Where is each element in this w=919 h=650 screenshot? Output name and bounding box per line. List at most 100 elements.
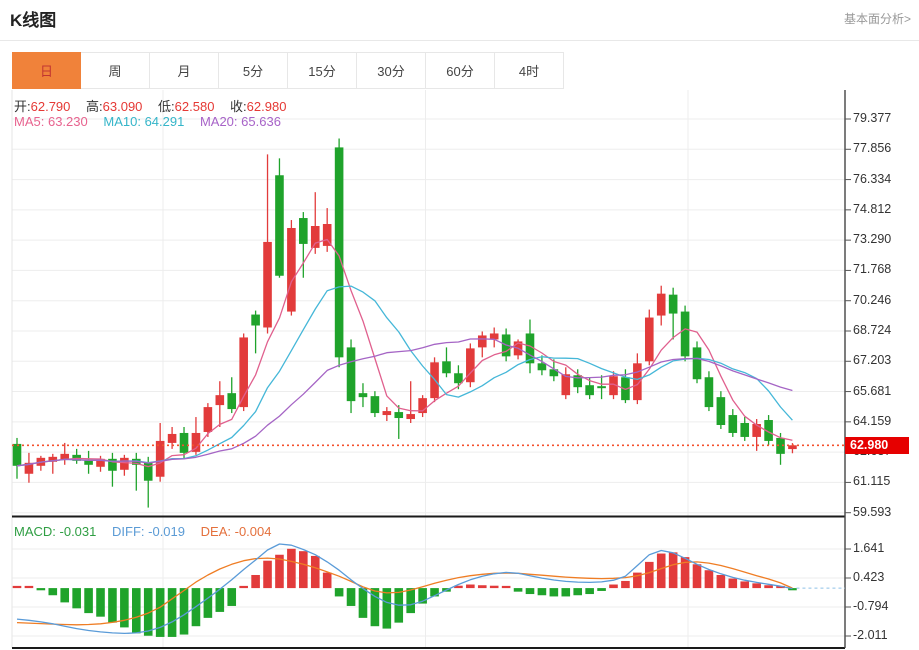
macd-bar bbox=[704, 570, 714, 589]
candle-body bbox=[466, 348, 475, 383]
high-label: 高: bbox=[86, 99, 103, 114]
macd-y-label: 1.641 bbox=[853, 541, 885, 555]
candle-body bbox=[310, 226, 320, 248]
macd-bar bbox=[143, 588, 153, 636]
candle-body bbox=[251, 314, 260, 326]
macd-bar bbox=[621, 580, 630, 589]
close-value: 62.980 bbox=[246, 99, 287, 114]
macd-bar bbox=[740, 581, 750, 589]
macd-bar bbox=[728, 578, 738, 589]
macd-y-label: -0.794 bbox=[853, 599, 889, 613]
candle-body bbox=[322, 224, 332, 246]
macd-bar bbox=[585, 588, 594, 595]
candle-body bbox=[549, 369, 559, 377]
fundamental-analysis-link[interactable]: 基本面分析> bbox=[843, 12, 911, 26]
macd-label: MACD: bbox=[14, 524, 56, 539]
macd-bar bbox=[501, 585, 511, 589]
macd-bar bbox=[287, 548, 296, 589]
candle-body bbox=[179, 432, 189, 453]
tab-5分[interactable]: 5分 bbox=[219, 52, 288, 89]
dea-label: DEA: bbox=[200, 524, 231, 539]
candle-body bbox=[418, 398, 427, 414]
macd-bar bbox=[788, 588, 797, 591]
macd-bar bbox=[263, 560, 272, 589]
main-y-label: 65.681 bbox=[853, 383, 892, 398]
candle-body bbox=[764, 420, 773, 441]
tab-周[interactable]: 周 bbox=[81, 52, 150, 89]
tab-15分[interactable]: 15分 bbox=[288, 52, 357, 89]
macd-bar bbox=[239, 585, 248, 589]
candle-body bbox=[609, 376, 618, 396]
current-price-tag: 62.980 bbox=[845, 436, 909, 454]
main-y-label: 79.377 bbox=[853, 111, 892, 125]
macd-bar bbox=[275, 554, 284, 589]
macd-bar bbox=[155, 588, 165, 637]
candle-body bbox=[716, 397, 726, 426]
macd-bar bbox=[227, 588, 237, 606]
candle-body bbox=[585, 385, 594, 396]
candle-body bbox=[60, 453, 70, 460]
ma20-value: 65.636 bbox=[241, 114, 281, 129]
macd-bar bbox=[346, 588, 356, 606]
candle-body bbox=[191, 432, 201, 452]
candle-body bbox=[299, 218, 308, 244]
main-y-label: 76.334 bbox=[853, 171, 892, 186]
macd-bar bbox=[84, 588, 93, 614]
candle-body bbox=[227, 393, 237, 410]
candle-body bbox=[382, 411, 392, 416]
main-y-label: 71.768 bbox=[853, 262, 892, 277]
candle-body bbox=[776, 437, 785, 454]
macd-bar bbox=[525, 588, 535, 595]
candle-body bbox=[406, 414, 415, 420]
tab-60分[interactable]: 60分 bbox=[426, 52, 495, 89]
candle-body bbox=[167, 433, 177, 443]
tab-30分[interactable]: 30分 bbox=[357, 52, 426, 89]
quote-row: 开:62.790 高:63.090 低:62.580 收:62.980 bbox=[14, 96, 286, 115]
tab-4时[interactable]: 4时 bbox=[495, 52, 564, 89]
macd-row: MACD: -0.031 DIFF: -0.019 DEA: -0.004 bbox=[14, 524, 271, 539]
tab-月[interactable]: 月 bbox=[150, 52, 219, 89]
candle-body bbox=[680, 311, 690, 357]
candle-body bbox=[704, 377, 714, 408]
macd-bar bbox=[251, 574, 260, 589]
macd-bar bbox=[656, 553, 666, 589]
macd-bar bbox=[310, 555, 320, 589]
macd-bar bbox=[406, 588, 415, 614]
macd-bar bbox=[537, 588, 547, 596]
dea-value: -0.004 bbox=[234, 524, 272, 539]
macd-bar bbox=[108, 588, 117, 623]
close-label: 收: bbox=[230, 99, 247, 114]
macd-y-label: 0.423 bbox=[853, 570, 885, 584]
candle-body bbox=[48, 456, 58, 462]
macd-bar bbox=[573, 588, 583, 596]
macd-bar bbox=[36, 588, 46, 591]
dea-line bbox=[16, 557, 793, 626]
candle-body bbox=[633, 363, 642, 401]
macd-bar bbox=[179, 588, 189, 635]
candle-body bbox=[752, 424, 761, 437]
candle-body bbox=[84, 459, 93, 465]
candle-body bbox=[239, 337, 248, 408]
tab-日[interactable]: 日 bbox=[12, 52, 81, 89]
macd-bar bbox=[167, 588, 177, 637]
low-value: 62.580 bbox=[174, 99, 215, 114]
macd-bar bbox=[60, 588, 70, 603]
diff-line bbox=[16, 543, 793, 635]
candle-body bbox=[358, 393, 368, 398]
main-y-label: 73.290 bbox=[853, 232, 892, 247]
ma5-line bbox=[16, 238, 793, 468]
macd-bar bbox=[644, 561, 654, 589]
candle-body bbox=[692, 347, 702, 380]
macd-bar bbox=[609, 584, 618, 589]
candle-body bbox=[621, 377, 630, 401]
main-y-label: 77.856 bbox=[853, 141, 892, 156]
macd-bar bbox=[12, 585, 22, 589]
candle-body bbox=[275, 175, 284, 276]
candle-body bbox=[155, 440, 165, 477]
main-y-label: 59.593 bbox=[853, 504, 892, 519]
candle-body bbox=[597, 386, 606, 389]
candle-body bbox=[215, 395, 225, 406]
macd-bar bbox=[418, 588, 427, 604]
